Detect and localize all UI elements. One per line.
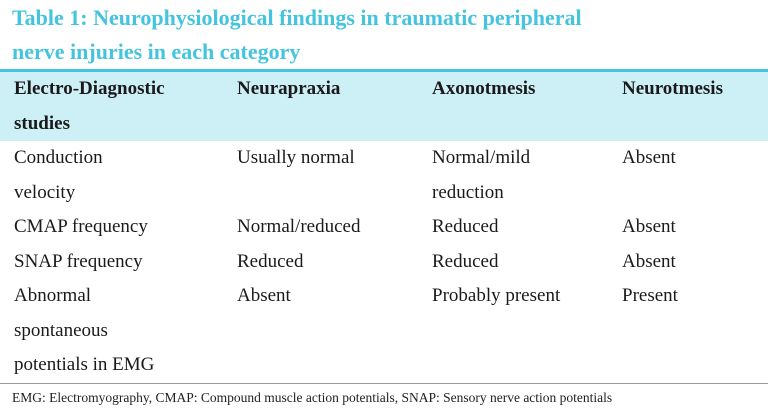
cell-line: spontaneous	[14, 319, 108, 341]
cell-line: Normal/mild	[432, 147, 531, 168]
cell-line: velocity	[14, 181, 76, 203]
table-cell: Normal/mild reduction	[432, 141, 622, 210]
table-row: SNAP frequency Reduced Reduced Absent	[0, 245, 768, 280]
cell-line: reduction	[432, 181, 504, 203]
cell-line: Reduced	[237, 250, 304, 272]
cell-line: Reduced	[432, 216, 499, 237]
cell-line: Absent	[622, 250, 676, 272]
cell-line: Absent	[622, 147, 676, 168]
title-line: nerve injuries in each category	[12, 39, 301, 64]
cell-line: Neurotmesis	[622, 78, 723, 99]
footnote: EMG: Electromyography, CMAP: Compound mu…	[12, 390, 613, 405]
table-body: Conduction velocity Usually normal Normal/m…	[0, 141, 768, 383]
cell-line: studies	[14, 112, 70, 134]
cell-line: SNAP frequency	[14, 250, 143, 272]
header-cell: Electro-Diagnostic studies	[0, 71, 237, 142]
table-row: Conduction velocity Usually normal Normal/m…	[0, 141, 768, 210]
cell-line: Abnormal	[14, 285, 92, 306]
cell-line: potentials in EMG	[14, 354, 155, 375]
cell-line: Neurapraxia	[237, 78, 341, 99]
table-cell: Abnormal spontaneous potentials in EMG	[0, 279, 237, 383]
table-title: Table 1: Neurophysiological findings in …	[12, 1, 752, 69]
cell-line: Probably present	[432, 285, 561, 306]
table-cell: Reduced	[432, 245, 622, 280]
header-cell: Neurapraxia	[237, 71, 432, 142]
table-cell: Normal/reduced	[237, 210, 432, 245]
cell-line: Normal/reduced	[237, 216, 361, 237]
cell-line: Present	[622, 285, 678, 306]
header-cell: Axonotmesis	[432, 71, 622, 142]
cell-line: Usually normal	[237, 147, 355, 168]
footer-rule	[0, 383, 768, 384]
table-cell: Absent	[622, 141, 768, 210]
cell-line: Absent	[622, 216, 676, 237]
table-cell: SNAP frequency	[0, 245, 237, 280]
header-cell: Neurotmesis	[622, 71, 768, 142]
table-cell: Absent	[237, 279, 432, 383]
table-cell: Present	[622, 279, 768, 383]
table-cell: Probably present	[432, 279, 622, 383]
header-row: Electro-Diagnostic studies Neurapraxia Axon…	[0, 70, 768, 142]
title-line: Table 1: Neurophysiological findings in …	[12, 5, 582, 30]
table-row: Abnormal spontaneous potentials in EMG Abse…	[0, 279, 768, 383]
table-cell: Reduced	[432, 210, 622, 245]
table-cell: Conduction velocity	[0, 141, 237, 210]
cell-line: Axonotmesis	[432, 78, 536, 99]
table-cell: Absent	[622, 245, 768, 280]
table-cell: Absent	[622, 210, 768, 245]
cell-line: Reduced	[432, 250, 499, 272]
cell-line: Conduction	[14, 147, 103, 168]
table-cell: CMAP frequency	[0, 210, 237, 245]
table-cell: Reduced	[237, 245, 432, 280]
cell-line: Electro-Diagnostic	[14, 78, 165, 99]
cell-line: Absent	[237, 285, 291, 306]
table: Electro-Diagnostic studies Neurapraxia Axon…	[0, 69, 768, 383]
table-cell: Usually normal	[237, 141, 432, 210]
cell-line: CMAP frequency	[14, 216, 148, 237]
table-row: CMAP frequency Normal/reduced Reduced Absen…	[0, 210, 768, 245]
